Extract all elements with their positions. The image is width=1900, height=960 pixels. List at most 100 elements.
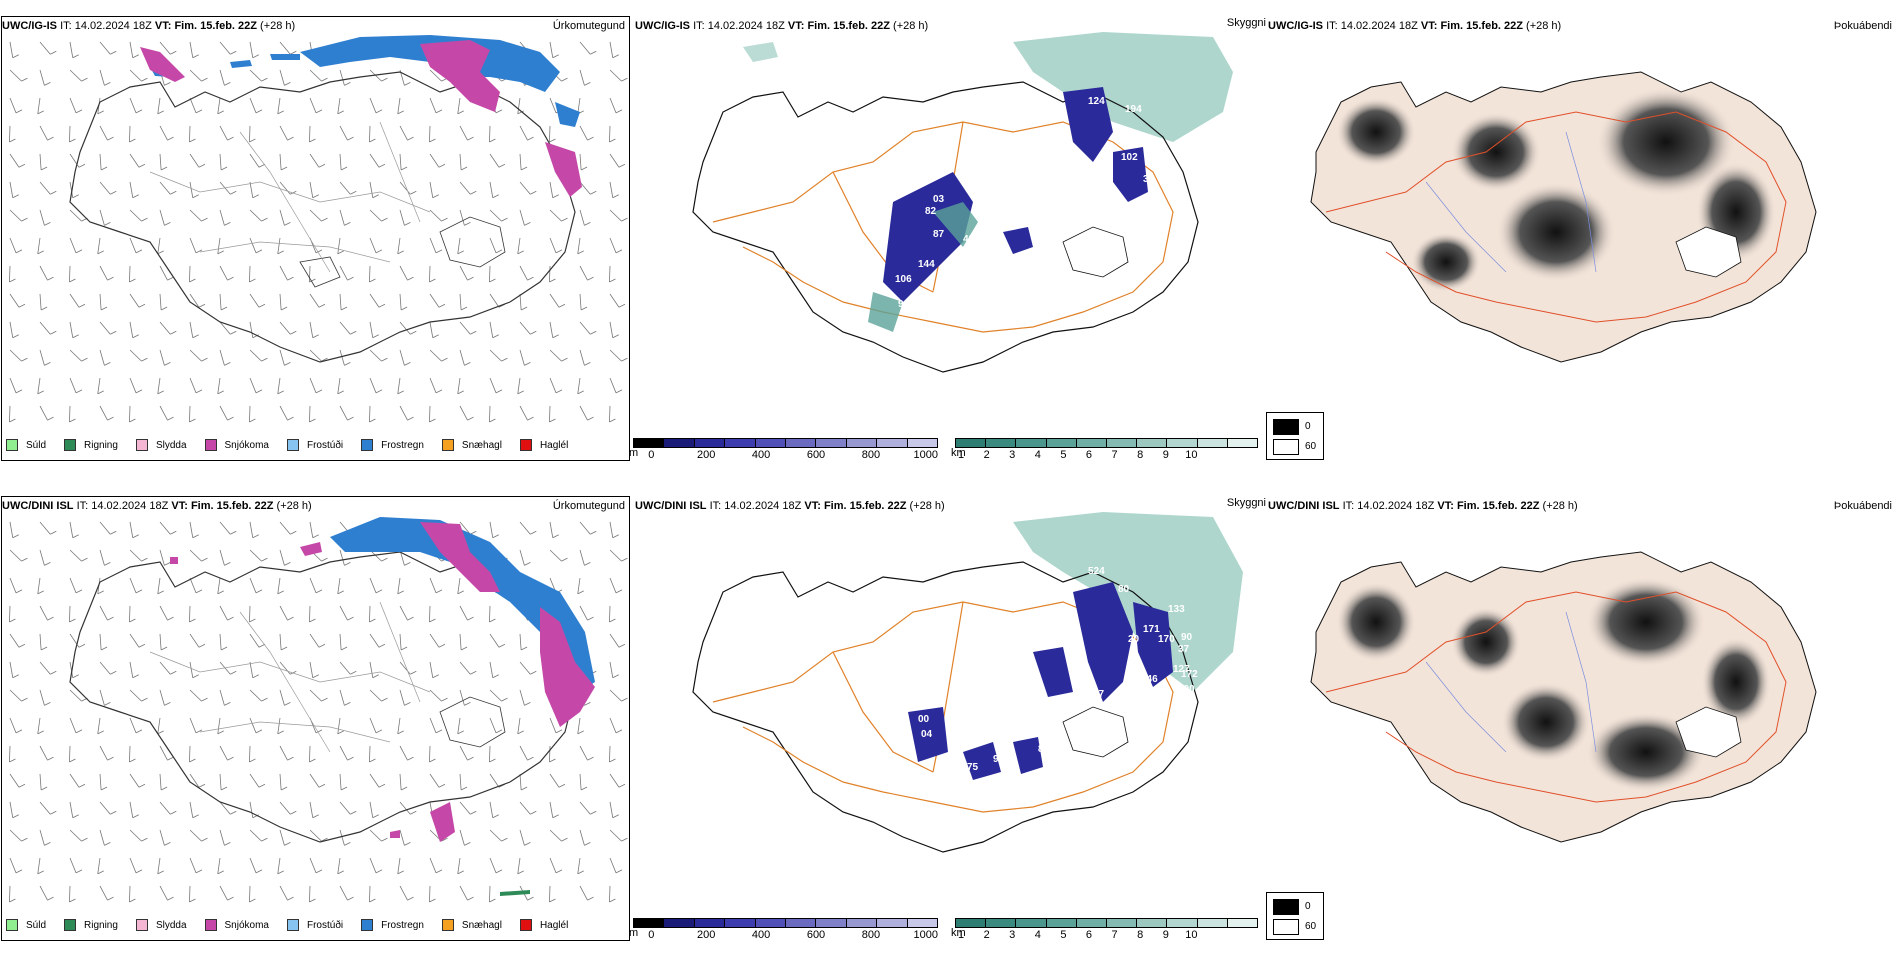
precip-legend-label: Haglél <box>539 439 569 451</box>
wind-barb-tick <box>9 898 16 903</box>
wind-barb-tick <box>195 869 203 874</box>
wind-barb <box>69 265 71 283</box>
fog-area <box>1701 637 1771 727</box>
wind-barb <box>159 405 168 421</box>
wind-barb <box>429 293 440 308</box>
wind-barb-tick <box>344 222 351 226</box>
precip-legend-item: Snjókoma <box>204 439 269 451</box>
wind-barb-tick <box>135 249 143 254</box>
wind-barb-tick <box>290 810 297 815</box>
wind-barb-tick <box>167 276 174 281</box>
wind-barb-tick <box>15 249 23 254</box>
visibility-colorbar-ticks: 1 2 3 4 5 6 7 8 9 10 <box>955 928 1258 942</box>
wind-barb-tick <box>501 357 508 362</box>
wind-barb-tick <box>457 250 464 255</box>
wind-barb-tick <box>110 330 117 335</box>
precip-frostregn <box>555 102 580 127</box>
wind-barb-tick <box>549 898 556 903</box>
wind-barb <box>157 97 161 114</box>
colorbar-tick-label: 0 <box>648 929 655 941</box>
wind-barb <box>549 321 554 338</box>
wind-barb <box>69 605 71 623</box>
wind-barb-tick <box>457 870 464 875</box>
wind-barb <box>609 181 614 198</box>
wind-barb-tick <box>12 674 19 679</box>
wind-barb <box>189 377 197 393</box>
wind-barb-tick <box>612 674 619 679</box>
wind-barb-tick <box>489 758 496 763</box>
colorbar-tick-label: 10 <box>1185 449 1198 461</box>
wind-barb-tick <box>75 589 83 594</box>
wind-barb-tick <box>397 870 404 875</box>
wind-barb <box>519 521 531 535</box>
precip-legend-item: Snjókoma <box>204 919 269 931</box>
wind-barb <box>279 605 288 621</box>
precip-legend-label: Frostúði <box>306 919 344 931</box>
wind-barb <box>249 41 254 58</box>
wind-barb-tick <box>170 530 177 535</box>
wind-barb-tick <box>164 222 171 226</box>
wind-barb <box>429 209 442 222</box>
vt-label: VT: <box>787 20 805 32</box>
wind-barb <box>69 237 77 253</box>
colorbar-swatch <box>755 439 787 447</box>
wind-barb <box>397 717 401 734</box>
wind-barb-tick <box>321 557 328 562</box>
wind-barb <box>579 181 591 195</box>
wind-barb-tick <box>492 334 499 339</box>
wind-barb-tick <box>69 898 76 903</box>
wind-barb-tick <box>129 758 136 763</box>
it-label: IT: <box>1326 20 1338 32</box>
wind-barb-tick <box>530 190 537 195</box>
wind-barb <box>69 745 71 763</box>
wind-barb <box>309 265 311 283</box>
colorbar-swatch <box>694 919 726 927</box>
wind-barb <box>69 321 74 338</box>
wind-barb <box>9 801 14 818</box>
precip-legend-swatch <box>64 439 77 451</box>
wind-barb <box>399 745 408 761</box>
precip-legend-label: Slydda <box>155 439 187 451</box>
wind-barb <box>69 521 74 538</box>
wind-barb-tick <box>527 756 534 761</box>
visibility-colorbar-swatches <box>955 918 1258 928</box>
wind-barb-tick <box>201 557 208 562</box>
wind-barb <box>189 97 197 113</box>
ceiling-value-label: 146 <box>1141 674 1158 685</box>
precip-legend-swatch <box>286 439 299 451</box>
wind-barb <box>459 153 462 170</box>
wind-barb <box>489 633 500 648</box>
wind-barb-tick <box>621 697 628 702</box>
ceiling-value-label: 524 <box>1088 566 1105 577</box>
wind-barb <box>39 349 45 366</box>
wind-barb-tick <box>609 278 616 283</box>
wind-barb <box>309 521 314 538</box>
wind-barb <box>249 377 257 393</box>
wind-barb <box>39 689 45 706</box>
wind-barb-tick <box>201 697 208 702</box>
wind-barb-tick <box>435 869 443 874</box>
wind-barb <box>99 689 105 706</box>
colorbar-swatch <box>755 919 787 927</box>
wind-barb <box>189 237 197 253</box>
wind-barb-tick <box>378 163 386 168</box>
wind-barb-tick <box>104 362 111 366</box>
wind-barb <box>429 377 437 393</box>
wind-barb-tick <box>621 837 628 842</box>
wind-barb-tick <box>78 783 86 788</box>
wind-barb <box>609 549 622 562</box>
wind-barb <box>489 745 491 763</box>
wind-barb-tick <box>255 249 263 254</box>
wind-barb-tick <box>580 306 588 311</box>
wind-barb-tick <box>138 783 146 788</box>
colorbar-tick-label: 1000 <box>913 449 939 461</box>
wind-barb <box>97 857 101 874</box>
ceiling-value-label: 43 <box>963 234 975 245</box>
wind-barb <box>489 237 497 253</box>
wind-barb <box>249 153 260 168</box>
panel-frame <box>1 16 630 461</box>
panel-title-visibility: Skyggni <box>1226 17 1266 29</box>
colorbar-swatch <box>634 919 665 927</box>
wind-barb <box>249 521 254 538</box>
colorbar-tick-label: 7 <box>1111 449 1118 461</box>
